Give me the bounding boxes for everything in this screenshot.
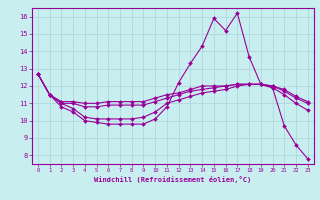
X-axis label: Windchill (Refroidissement éolien,°C): Windchill (Refroidissement éolien,°C) <box>94 176 252 183</box>
